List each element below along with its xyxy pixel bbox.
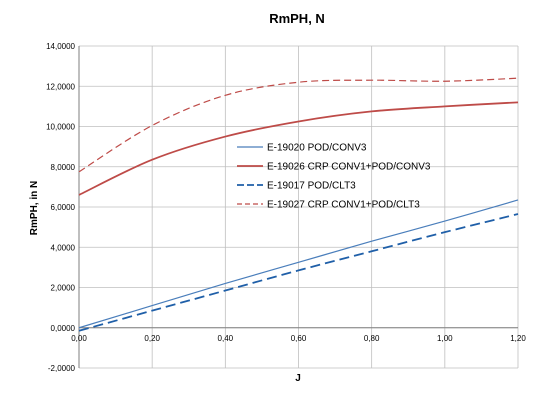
- y-tick-label: 12,0000: [46, 82, 75, 91]
- series-line-3: [78, 213, 519, 332]
- x-tick-label: 0,80: [364, 334, 380, 343]
- axes: [78, 46, 518, 368]
- y-tick-label: 10,0000: [46, 123, 75, 132]
- y-tick-label: -2,0000: [48, 364, 76, 373]
- x-axis-title: J: [295, 373, 301, 384]
- x-tick-label: 0,20: [144, 334, 160, 343]
- series-lines: [78, 77, 519, 332]
- legend: E-19020 POD/CONV3 E-19026 CRP CONV1+POD/C…: [237, 143, 431, 211]
- chart-title: RmPH, N: [269, 11, 325, 26]
- series-line-2: [78, 101, 519, 196]
- y-tick-label: 6,0000: [51, 203, 76, 212]
- x-tick-label: 0,60: [291, 334, 307, 343]
- x-tick-label: 0,00: [71, 334, 87, 343]
- x-tick-label: 1,20: [510, 334, 526, 343]
- y-axis-title: RmPH, in N: [29, 181, 40, 235]
- tick-labels: -2,0000 0,0000 2,0000 4,0000 6,0000 8,0000 10,…: [46, 42, 526, 373]
- grid: [78, 45, 519, 369]
- series-line-1: [78, 199, 519, 329]
- y-tick-label: 8,0000: [51, 163, 76, 172]
- x-tick-label: 1,00: [437, 334, 453, 343]
- legend-label-4: E-19027 CRP CONV1+POD/CLT3: [267, 200, 420, 211]
- series-line-4: [78, 77, 519, 173]
- legend-label-3: E-19017 POD/CLT3: [267, 181, 356, 192]
- y-tick-label: 0,0000: [51, 324, 76, 333]
- legend-label-2: E-19026 CRP CONV1+POD/CONV3: [267, 162, 431, 173]
- y-tick-label: 2,0000: [51, 284, 76, 293]
- y-tick-label: 4,0000: [51, 243, 76, 252]
- y-tick-label: 14,0000: [46, 42, 75, 51]
- legend-label-1: E-19020 POD/CONV3: [267, 143, 367, 154]
- x-tick-label: 0,40: [218, 334, 234, 343]
